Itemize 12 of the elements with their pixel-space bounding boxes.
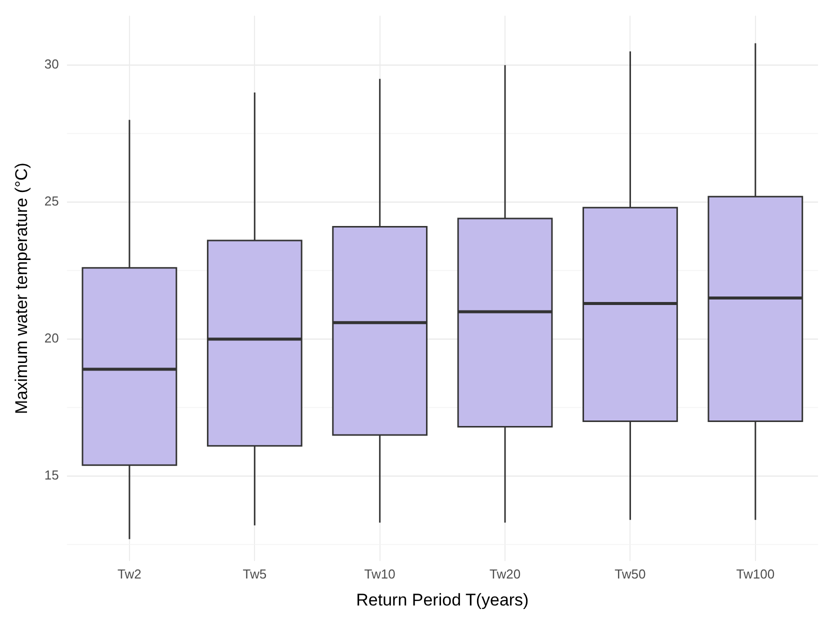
y-tick-label: 20 xyxy=(44,330,59,346)
x-tick-label: Tw2 xyxy=(118,566,142,582)
x-tick-label: Tw100 xyxy=(736,566,775,582)
x-tick-label: Tw10 xyxy=(364,566,396,582)
x-tick-label: Tw5 xyxy=(242,566,267,582)
y-tick-label: 30 xyxy=(44,56,59,72)
x-axis-title: Return Period T(years) xyxy=(356,590,529,610)
y-tick-label: 25 xyxy=(44,194,59,209)
y-tick-label: 15 xyxy=(44,468,59,483)
x-tick-label: Tw50 xyxy=(614,566,646,582)
x-tick-label: Tw20 xyxy=(489,566,521,582)
y-axis-title: Maximum water temperature (°C) xyxy=(12,162,31,414)
